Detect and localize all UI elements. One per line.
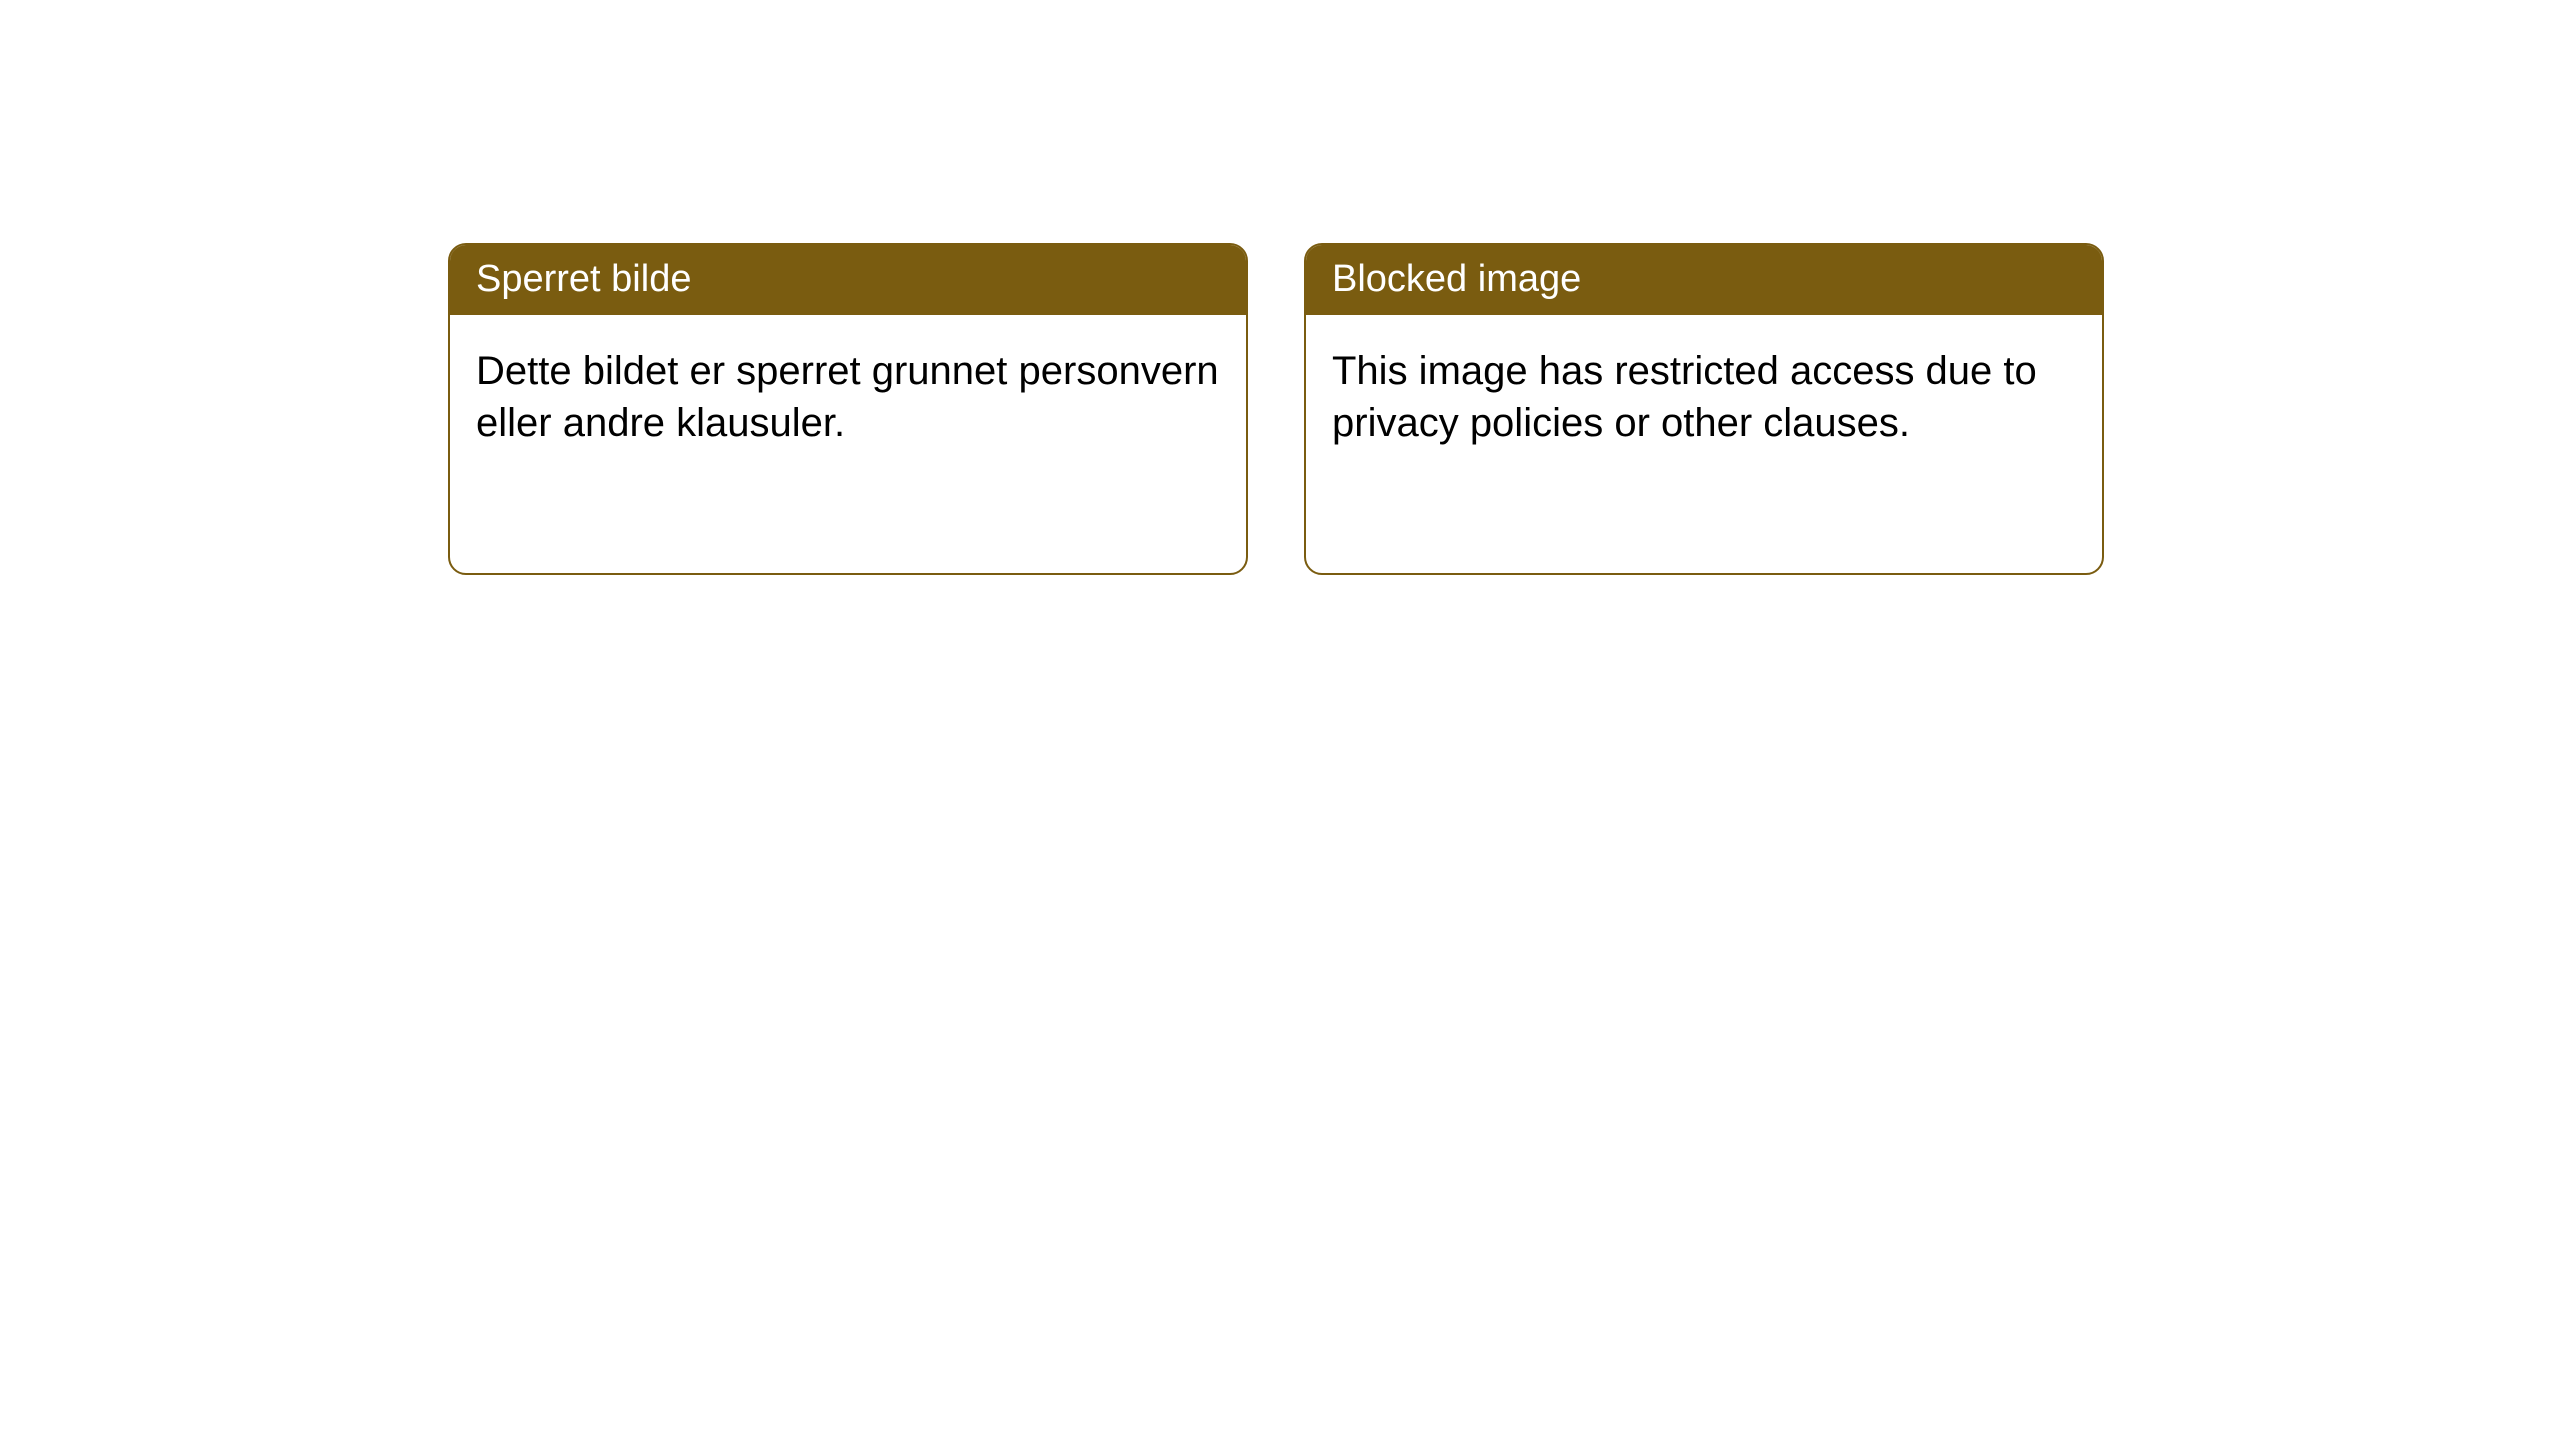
notice-header-norwegian: Sperret bilde — [450, 245, 1246, 315]
notice-text: This image has restricted access due to … — [1332, 349, 2037, 445]
notice-box-english: Blocked image This image has restricted … — [1304, 243, 2104, 575]
notice-header-english: Blocked image — [1306, 245, 2102, 315]
notice-title: Sperret bilde — [476, 258, 691, 300]
notice-title: Blocked image — [1332, 258, 1581, 300]
notice-body-english: This image has restricted access due to … — [1306, 315, 2102, 573]
notices-container: Sperret bilde Dette bildet er sperret gr… — [448, 243, 2104, 575]
notice-body-norwegian: Dette bildet er sperret grunnet personve… — [450, 315, 1246, 573]
notice-text: Dette bildet er sperret grunnet personve… — [476, 349, 1219, 445]
notice-box-norwegian: Sperret bilde Dette bildet er sperret gr… — [448, 243, 1248, 575]
